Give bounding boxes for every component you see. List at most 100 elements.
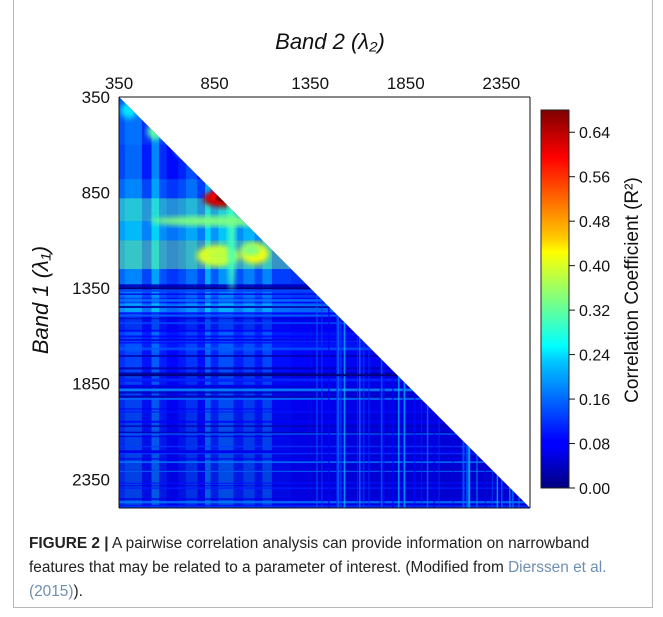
heatmap-hotspot (240, 243, 261, 256)
heatmap-streak (421, 399, 423, 508)
heatmap-streak (391, 369, 394, 508)
heatmap-streak (119, 425, 530, 427)
heatmap-streak (119, 501, 530, 504)
heatmap-streak (501, 479, 503, 508)
heatmap-streak (119, 498, 530, 500)
heatmap-streak (484, 462, 487, 508)
heatmap-streak (119, 487, 530, 489)
colorbar-tick-label: 0.56 (579, 170, 610, 187)
y-tick-label: 850 (82, 184, 110, 203)
heatmap-streak (119, 299, 530, 302)
heatmap-streak (476, 454, 478, 508)
caption-citation-link[interactable]: Dierssen et al. (2015) (29, 559, 607, 600)
heatmap-row-band (119, 303, 530, 314)
heatmap-streak (362, 340, 365, 508)
heatmap-streak (119, 450, 530, 453)
heatmap-streak (119, 387, 530, 389)
heatmap-streak (119, 411, 530, 413)
heatmap-streak (119, 470, 530, 473)
heatmap-streak (413, 391, 416, 508)
heatmap-streak (119, 420, 530, 423)
heatmap-streak (380, 358, 383, 508)
heatmap-separator (119, 287, 530, 290)
heatmap-hotspot (120, 102, 137, 119)
heatmap-streak (119, 396, 530, 399)
heatmap-streak (119, 384, 530, 387)
figure-frame (13, 0, 653, 608)
x-tick-label: 850 (200, 74, 228, 93)
heatmap-streak (119, 338, 530, 341)
heatmap-streak (509, 487, 511, 508)
heatmap-streak (119, 458, 530, 460)
caption-end: ). (73, 583, 83, 600)
heatmap-streak (119, 367, 530, 370)
x-tick-label: 350 (105, 74, 133, 93)
heatmap-streak (438, 416, 440, 508)
heatmap-streak (119, 318, 530, 320)
heatmap-streak (397, 375, 400, 508)
heatmap-streak (119, 433, 530, 435)
heatmap-streak (119, 435, 530, 438)
heatmap-streak (499, 477, 501, 508)
heatmap-streak (119, 329, 530, 332)
heatmap-row-band (119, 269, 530, 285)
heatmap-streak (491, 469, 493, 508)
heatmap-streak (119, 290, 530, 292)
colorbar: 0.00 0.08 0.16 0.24 0.32 0.40 0.48 0.56 0.64 (540, 109, 610, 498)
heatmap-cells (119, 97, 530, 508)
heatmap-row-band (119, 97, 530, 145)
colorbar-tick-label: 0.24 (579, 348, 610, 365)
heatmap-streak (119, 391, 530, 394)
heatmap-streak (368, 346, 370, 508)
x-tick-label: 2350 (482, 74, 520, 93)
heatmap-streak (382, 360, 385, 508)
heatmap-separator (119, 374, 530, 377)
y-tick-label: 1350 (72, 279, 110, 298)
heatmap-row-band (119, 412, 530, 451)
heatmap-streak (512, 490, 514, 508)
heatmap-hotspot (175, 144, 196, 157)
heatmap-streak (462, 440, 465, 508)
axes: 350 850 1350 1850 2350 350 850 1350 1850 2350 (72, 74, 531, 509)
heatmap-row-band (119, 240, 530, 270)
y-tick-label: 350 (82, 88, 110, 107)
caption-figure-label: FIGURE 2 | (29, 535, 109, 552)
figure-caption: FIGURE 2 | A pairwise correlation analys… (29, 532, 629, 604)
heatmap-row-band (119, 144, 530, 180)
colorbar-title: Correlation Coefficient (R²) (622, 177, 643, 403)
heatmap-streak (119, 395, 530, 398)
colorbar-tick-label: 0.64 (579, 125, 610, 142)
heatmap-streak (518, 496, 520, 508)
heatmap-streak (119, 341, 530, 344)
colorbar-tick-label: 0.32 (579, 303, 610, 320)
heatmap-streak (343, 321, 346, 508)
colorbar-tick-label: 0.48 (579, 214, 610, 231)
heatmap-streak (119, 408, 530, 410)
heatmap-streak (119, 461, 530, 464)
heatmap-streak (119, 347, 530, 350)
heatmap-streak (119, 505, 530, 508)
heatmap-hotspot (150, 216, 291, 227)
heatmap-streak (379, 357, 381, 508)
heatmap-row-band (119, 179, 530, 199)
heatmap-streak (119, 314, 530, 317)
heatmap-streak (119, 355, 530, 357)
colorbar-tick-label: 0.00 (579, 481, 610, 498)
colorbar-tick-label: 0.40 (579, 259, 610, 276)
colorbar-tick-label: 0.16 (579, 392, 610, 409)
heatmap-streak (119, 482, 530, 484)
colorbar-gradient (540, 109, 570, 489)
heatmap-streak (359, 337, 361, 508)
x-tick-label: 1350 (291, 74, 329, 93)
heatmap-streak (336, 314, 339, 508)
heatmap-streak (466, 444, 469, 508)
y-tick-label: 2350 (72, 470, 110, 489)
heatmap-streak (468, 446, 471, 508)
heatmap-streak (119, 445, 530, 448)
heatmap-hotspot (147, 123, 164, 140)
x-axis-title: Band 2 (λ₂) (275, 29, 385, 54)
y-tick-label: 1850 (72, 375, 110, 394)
colorbar-tick-label: 0.08 (579, 437, 610, 454)
heatmap-streak (119, 306, 530, 308)
heatmap-streak (119, 322, 530, 325)
